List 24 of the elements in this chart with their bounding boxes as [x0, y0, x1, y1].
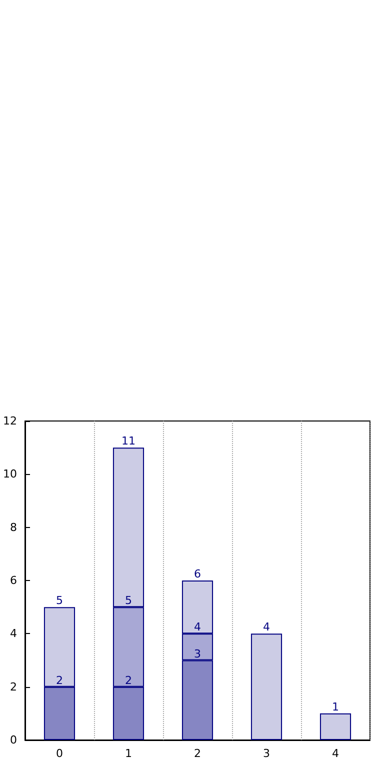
y-tick-label: 10	[2, 468, 17, 481]
x-tick-label: 2	[194, 747, 201, 760]
bar	[250, 634, 282, 740]
total-label: 6	[194, 568, 201, 580]
x-tick-label: 4	[332, 747, 339, 760]
y-tick-label: 2	[10, 680, 17, 694]
bar	[320, 713, 352, 740]
x-tick-label: 3	[263, 747, 270, 760]
x-tick-label: 0	[56, 747, 63, 760]
y-tick-label: 12	[2, 414, 17, 428]
data-label: 2	[125, 674, 132, 687]
total-label: 5	[56, 594, 63, 608]
total-label: 1	[332, 700, 339, 714]
annotation: 5	[125, 594, 132, 608]
total-label: 11	[122, 434, 136, 448]
data-label: 2	[56, 674, 63, 687]
annotation: 4	[194, 620, 201, 634]
y-tick-label: 8	[10, 520, 17, 534]
y-tick-label: 6	[10, 574, 17, 587]
y-tick-label: 4	[10, 627, 17, 640]
total-label: 4	[263, 620, 270, 634]
x-tick-label: 1	[125, 747, 132, 760]
data-label: 3	[194, 647, 201, 660]
y-tick-label: 0	[10, 734, 17, 746]
